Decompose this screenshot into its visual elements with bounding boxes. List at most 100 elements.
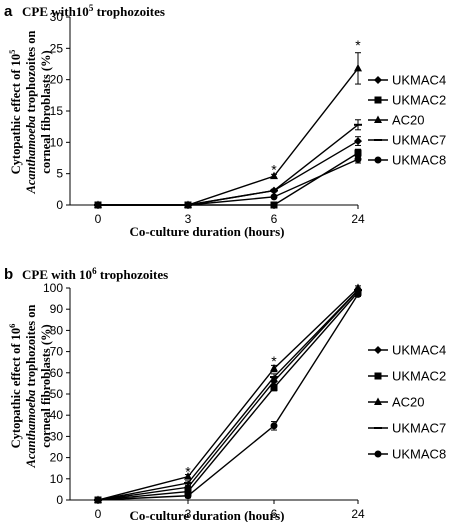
panel-b-ytick-label: 50: [50, 387, 64, 401]
panel-b-legend-marker-ukmac4: [374, 346, 382, 354]
panel-b-ytick-label: 0: [56, 493, 63, 507]
panel-b-xtick-label: 0: [95, 507, 102, 521]
panel-a-point-ukmac8: [354, 155, 362, 163]
panel-a-ytick-label: 30: [50, 10, 64, 24]
panel-a-ytick-label: 10: [50, 135, 64, 149]
svg-text:Acanthamoeba trophozoites on: Acanthamoeba trophozoites on: [24, 30, 38, 194]
panel-a-point-ac20: [270, 171, 278, 180]
svg-text:Acanthamoeba trophozoites on: Acanthamoeba trophozoites on: [24, 304, 38, 468]
panel-a-point-ukmac8: [270, 193, 278, 201]
panel-a-point-ac20: [354, 63, 362, 72]
panel-a-legend-marker-ukmac4: [374, 76, 382, 84]
panel-a-significance-star: *: [355, 37, 361, 53]
panel-b-point-ukmac2: [184, 488, 192, 496]
svg-text:Cytopathic effect of 105: Cytopathic effect of 105: [7, 50, 23, 175]
panel-a-series: [94, 52, 362, 209]
panel-a-letter: a: [4, 3, 13, 20]
panel-a-legend-label-ukmac2: UKMAC2: [392, 93, 446, 108]
panel-a-x-ticks: 0 3 6 24: [95, 205, 365, 226]
panel-a: a CPE with105 trophozoites Cytopathic ef…: [4, 3, 446, 239]
panel-b-annotations: **: [185, 353, 277, 479]
panel-b-point-ac20: [270, 364, 278, 372]
panel-a-point-ukmac8: [184, 201, 192, 209]
svg-text:corneal fibroblasts (%): corneal fibroblasts (%): [39, 324, 53, 447]
panel-a-ytick-label: 5: [56, 167, 63, 181]
panel-b: b CPE with 106 trophozoites Cytopathic e…: [4, 266, 446, 522]
panel-a-line-ac20: [98, 67, 359, 206]
panel-a-legend: UKMAC4 UKMAC2 AC20 UKMAC7 UKMAC8: [368, 73, 446, 168]
panel-b-ytick-label: 30: [50, 429, 64, 443]
panel-a-ytick-label: 15: [50, 104, 64, 118]
panel-a-title: CPE with105 trophozoites: [22, 3, 165, 19]
panel-a-legend-marker-ukmac2: [374, 96, 382, 104]
panel-b-legend-label-ukmac2: UKMAC2: [392, 369, 446, 384]
panel-a-ytick-label: 25: [50, 41, 64, 55]
panel-b-line-ukmac2: [97, 291, 359, 501]
panel-a-line-ukmac2: [98, 152, 359, 206]
panel-b-ytick-label: 60: [50, 366, 64, 380]
panel-b-xlabel: Co-culture duration (hours): [129, 508, 284, 522]
panel-a-point-ukmac8: [94, 201, 102, 209]
panel-b-point-ukmac8: [184, 492, 192, 500]
panel-a-xlabel: Co-culture duration (hours): [129, 224, 284, 239]
panel-b-ytick-label: 100: [43, 281, 63, 295]
panel-b-legend-label-ac20: AC20: [392, 395, 425, 410]
panel-b-point-ukmac2: [270, 384, 278, 392]
panel-b-point-ukmac8: [354, 290, 362, 298]
panel-a-legend-label-ukmac7: UKMAC7: [392, 133, 446, 148]
panel-b-legend-label-ukmac8: UKMAC8: [392, 447, 446, 462]
panel-a-legend-label-ac20: AC20: [392, 113, 425, 128]
panel-a-line-ukmac8: [98, 158, 359, 206]
svg-text:corneal fibroblasts (%): corneal fibroblasts (%): [39, 50, 53, 173]
panel-a-legend-label-ukmac8: UKMAC8: [392, 153, 446, 168]
panel-b-line-ukmac8: [97, 293, 359, 501]
panel-b-ytick-label: 90: [50, 302, 64, 316]
panel-b-point-ac20: [184, 472, 192, 480]
panel-b-ytick-label: 10: [50, 472, 64, 486]
panel-b-line-ukmac4: [97, 289, 359, 501]
panel-b-series: [94, 283, 362, 504]
panel-b-xtick-label: 3: [185, 507, 192, 521]
panel-a-ytick-label: 20: [50, 73, 64, 87]
panel-b-ytick-label: 70: [50, 345, 64, 359]
panel-b-letter: b: [4, 266, 13, 283]
panel-b-ytick-label: 40: [50, 408, 64, 422]
panel-a-xtick-label: 0: [95, 212, 102, 226]
panel-b-title: CPE with 106 trophozoites: [22, 266, 168, 282]
panel-b-legend-label-ukmac7: UKMAC7: [392, 421, 446, 436]
panel-a-legend-marker-ukmac8: [374, 156, 382, 164]
panel-b-xtick-label: 24: [351, 507, 365, 521]
panel-b-y-ticks: 0 10 20 30 40 50 60 70 80 90 100: [43, 281, 70, 507]
panel-a-ytick-label: 0: [56, 198, 63, 212]
panel-b-legend: UKMAC4 UKMAC2 AC20 UKMAC7 UKMAC8: [368, 343, 446, 462]
panel-b-xtick-label: 6: [271, 507, 278, 521]
panel-a-significance-star: *: [271, 162, 277, 178]
panel-a-ylabel: Cytopathic effect of 105 Acanthamoeba tr…: [7, 30, 53, 194]
panel-a-xtick-label: 6: [271, 212, 278, 226]
panel-a-point-ukmac2: [354, 149, 362, 157]
panel-b-point-ukmac8: [94, 496, 102, 504]
panel-b-ytick-label: 80: [50, 323, 64, 337]
panel-b-legend-label-ukmac4: UKMAC4: [392, 343, 446, 358]
panel-b-line-ukmac7: [97, 289, 359, 501]
panel-b-ytick-label: 20: [50, 451, 64, 465]
panel-a-annotations: **: [271, 37, 361, 178]
panel-b-line-ac20: [97, 287, 359, 501]
panel-b-point-ukmac8: [270, 422, 278, 430]
panel-b-legend-marker-ac20: [374, 397, 382, 405]
panel-b-legend-marker-ukmac8: [374, 450, 382, 458]
panel-b-significance-star: *: [185, 463, 191, 479]
panel-a-xtick-label: 24: [351, 212, 365, 226]
panel-a-legend-label-ukmac4: UKMAC4: [392, 73, 446, 88]
panel-b-legend-marker-ukmac2: [374, 372, 382, 380]
panel-a-line-ukmac7: [98, 124, 359, 206]
panel-a-xtick-label: 3: [185, 212, 192, 226]
panel-a-point-ukmac4: [354, 137, 362, 146]
panel-b-ylabel: Cytopathic effect of 106 Acanthamoeba tr…: [7, 304, 53, 468]
panel-a-line-ukmac4: [98, 140, 359, 206]
panel-a-legend-marker-ac20: [374, 115, 382, 123]
panel-a-point-ukmac2: [270, 201, 278, 209]
panel-b-significance-star: *: [271, 353, 277, 369]
svg-text:Cytopathic effect of 106: Cytopathic effect of 106: [7, 324, 23, 449]
